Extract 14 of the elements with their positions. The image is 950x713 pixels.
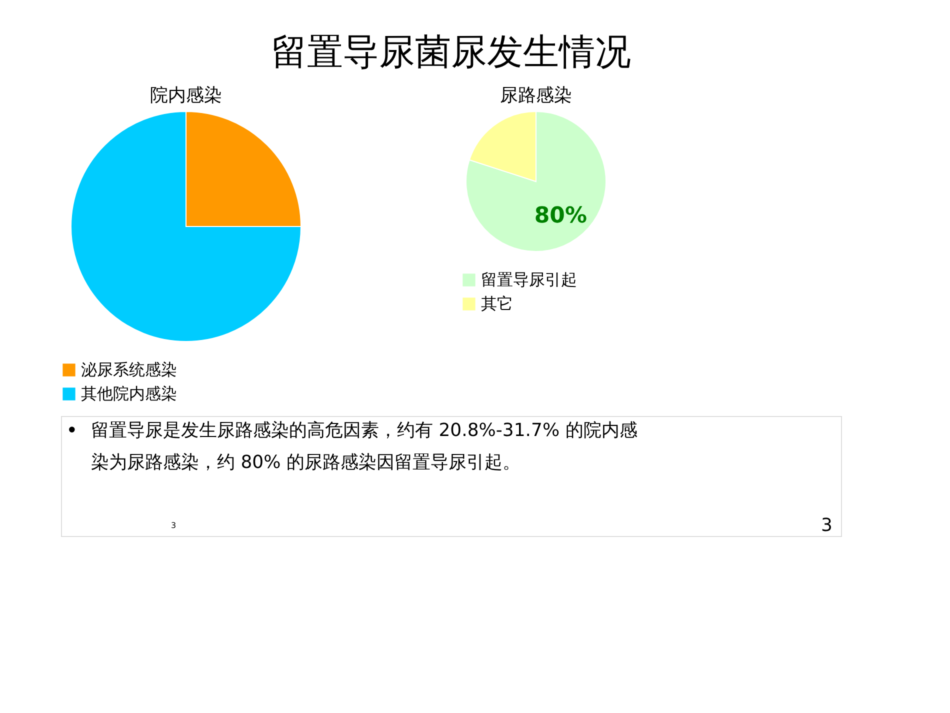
legend-label: 泌尿系统感染 <box>81 360 177 379</box>
chart-title: 尿路感染 <box>500 85 572 106</box>
data-label: 80% <box>534 203 588 228</box>
chart-subtitle: 院内感染 <box>150 85 222 106</box>
text: 3 <box>821 515 832 536</box>
pie-slice <box>70 111 302 342</box>
text: 3 <box>171 521 176 530</box>
text: 留置导尿菌尿发生情况 <box>271 32 631 73</box>
legend-label: 其他院内感染 <box>81 384 177 403</box>
pie-slice <box>466 111 606 252</box>
legend-label: 其它 <box>481 294 513 313</box>
text: 留置导尿是发生尿路感染的高危因素，约有 20.8%-31.7% 的院内感染为尿路感染，约 80% 的尿路感染因留置导尿引起。 <box>91 420 638 473</box>
legend-label: 留置导尿引起 <box>481 270 577 289</box>
text: • <box>66 418 78 442</box>
